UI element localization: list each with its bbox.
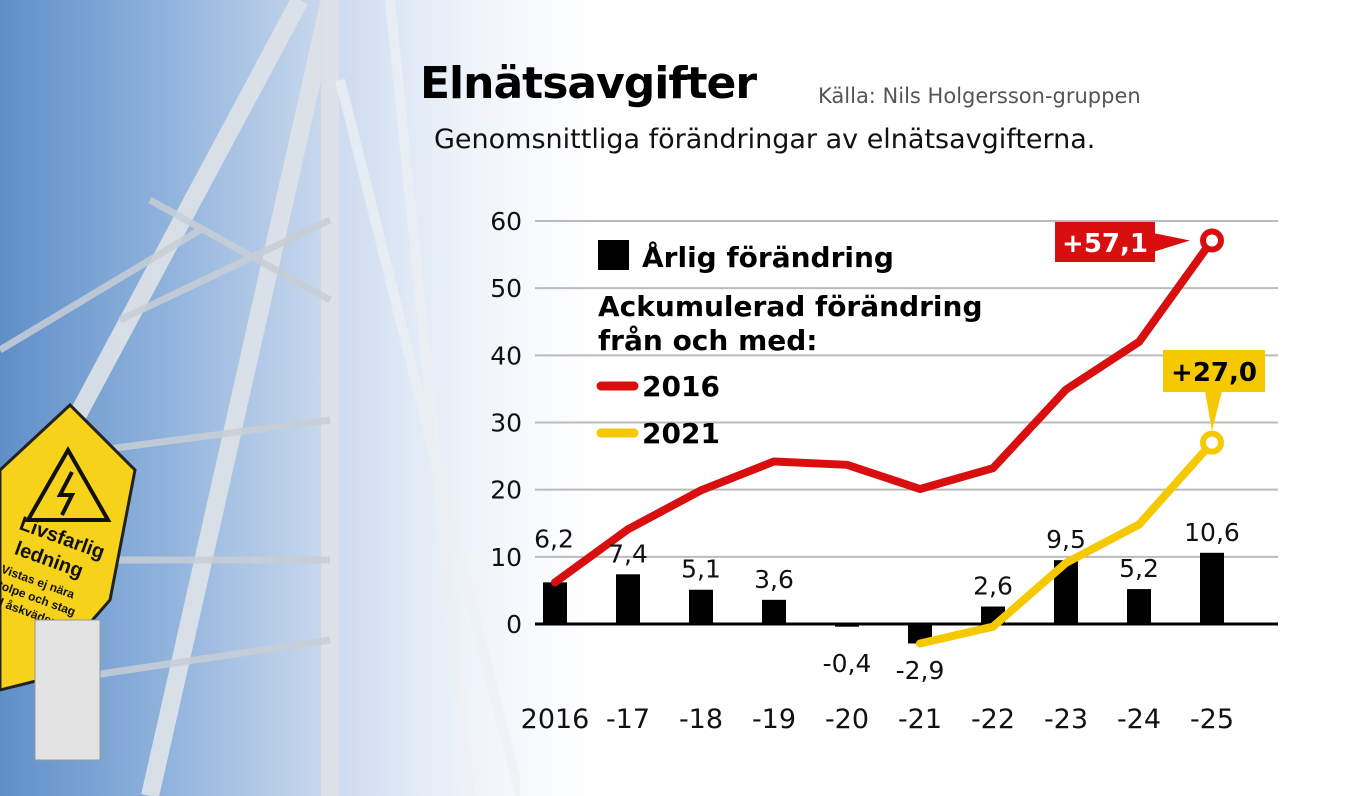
legend-heading-2: från och med:: [598, 324, 818, 357]
bar: [616, 574, 640, 624]
x-tick-label: 2016: [521, 704, 590, 735]
legend-bar-swatch: [598, 240, 629, 270]
y-tick-label: 20: [490, 476, 522, 505]
legend-2021-label: 2021: [642, 417, 720, 450]
line-series-2016: [551, 236, 1216, 587]
y-tick-label: 50: [490, 274, 522, 303]
bar-value-label: 5,1: [681, 555, 721, 584]
chart-source: Källa: Nils Holgersson-gruppen: [818, 84, 1141, 108]
legend-heading-1: Ackumulerad förändring: [598, 290, 983, 323]
y-tick-label: 30: [490, 409, 522, 438]
legend-bars-label: Årlig förändring: [642, 240, 894, 274]
bar-value-label: 3,6: [754, 565, 794, 594]
callout-box-2016: [1055, 222, 1155, 262]
x-tick-label: -17: [606, 704, 650, 735]
y-tick-label: 10: [490, 543, 522, 572]
callout-label-2016: +57,1: [1062, 229, 1148, 259]
legend-2016-label: 2016: [642, 370, 720, 403]
series-end-marker: [1200, 430, 1224, 455]
y-tick-label: 40: [490, 341, 522, 370]
x-tick-label: -18: [679, 704, 723, 735]
x-tick-label: -21: [898, 704, 942, 735]
bar: [762, 599, 786, 624]
bar: [1127, 589, 1151, 624]
bar-value-label: 9,5: [1046, 525, 1086, 554]
bar-value-label: 7,4: [608, 539, 648, 568]
bar-value-label: 6,2: [534, 524, 574, 553]
bar-value-label: -0,4: [823, 649, 872, 678]
bar-value-label: 5,2: [1119, 554, 1159, 583]
callout-pointer: [1205, 391, 1222, 431]
bar-value-label: -2,9: [896, 656, 945, 685]
chart-title: Elnätsavgifter: [420, 58, 757, 109]
callout-label-2021: +27,0: [1171, 358, 1257, 388]
x-tick-label: -25: [1190, 704, 1234, 735]
callout-pointer: [1153, 233, 1190, 252]
y-tick-label: 60: [490, 207, 522, 236]
bar-value-label: 2,6: [973, 572, 1013, 601]
legend: Årlig förändring Ackumulerad förändring …: [596, 240, 983, 450]
power-pylon-photo: Livsfarlig ledning Vistas ej nära stolpe…: [0, 0, 520, 796]
chart-subtitle: Genomsnittliga förändringar av elnätsavg…: [434, 124, 1096, 155]
x-tick-label: -19: [752, 704, 796, 735]
bar: [689, 589, 713, 624]
callout-box-2021: [1163, 350, 1265, 392]
x-tick-label: -20: [825, 704, 869, 735]
line-series-2021: [916, 438, 1216, 648]
bar: [1200, 552, 1224, 624]
x-tick-label: -23: [1044, 704, 1088, 735]
x-tick-label: -24: [1117, 704, 1161, 735]
bar: [543, 582, 567, 624]
bar-value-label: 10,6: [1184, 518, 1240, 547]
series-end-marker: [1200, 228, 1224, 253]
y-tick-label: 0: [506, 610, 522, 639]
bar: [835, 624, 859, 627]
x-tick-label: -22: [971, 704, 1015, 735]
